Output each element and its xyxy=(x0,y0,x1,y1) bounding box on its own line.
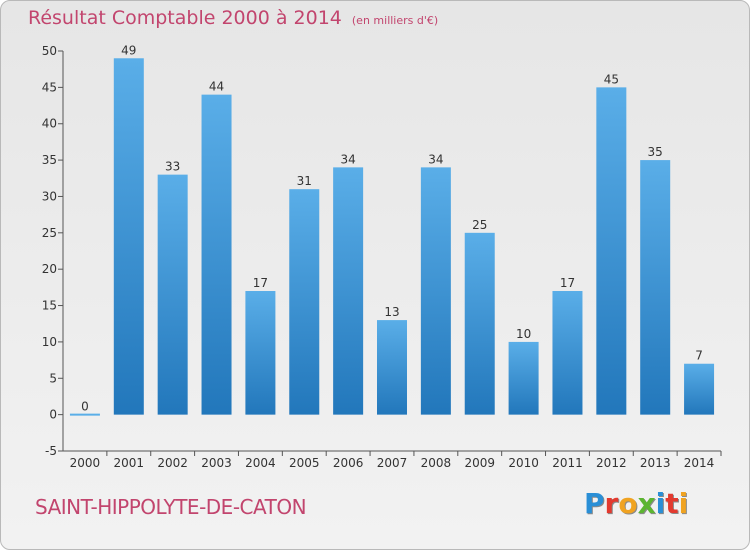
x-tick-label: 2011 xyxy=(552,456,583,470)
bar xyxy=(596,87,627,415)
y-tick-label: 35 xyxy=(42,153,57,167)
bar xyxy=(69,413,100,416)
data-label: 10 xyxy=(516,327,531,341)
chart-title-block: Résultat Comptable 2000 à 2014 (en millie… xyxy=(28,7,438,29)
x-tick-label: 2012 xyxy=(596,456,627,470)
y-tick-label: 50 xyxy=(42,44,57,58)
data-labels: 0 49 33 44 17 31 34 13 34 25 10 17 45 35 7 xyxy=(81,43,703,413)
logo-letter: i xyxy=(655,487,666,520)
bar xyxy=(113,58,144,415)
place-name: SAINT-HIPPOLYTE-DE-CATON xyxy=(35,495,307,519)
data-label: 34 xyxy=(340,152,355,166)
axes: -5 0 5 10 15 20 25 30 35 40 45 50 2000 2001 2002 2003 20… xyxy=(42,44,722,470)
data-label: 31 xyxy=(297,174,312,188)
bar xyxy=(377,320,407,415)
data-label: 33 xyxy=(165,160,180,174)
data-label: 7 xyxy=(695,349,703,363)
data-label: 25 xyxy=(472,218,487,232)
x-tick-label: 2001 xyxy=(114,456,145,470)
x-tick-label: 2003 xyxy=(201,456,232,470)
bar xyxy=(552,291,583,415)
chart-subtitle: (en milliers d'€) xyxy=(351,14,439,27)
x-tick-label: 2004 xyxy=(245,456,276,470)
y-tick-label: 20 xyxy=(42,262,57,276)
data-label: 17 xyxy=(560,276,575,290)
x-tick-label: 2005 xyxy=(289,456,320,470)
data-label: 34 xyxy=(428,152,443,166)
x-tick-label: 2006 xyxy=(333,456,364,470)
x-tick-label: 2007 xyxy=(377,456,408,470)
bar xyxy=(333,167,364,415)
bar xyxy=(640,160,671,415)
y-tick-label: 0 xyxy=(49,408,57,422)
x-tick-label: 2002 xyxy=(157,456,188,470)
proxiti-logo: Proxiti xyxy=(584,487,688,520)
data-label: 49 xyxy=(121,43,136,57)
data-label: 13 xyxy=(384,305,399,319)
y-tick-label: 5 xyxy=(49,371,57,385)
y-tick-label: 45 xyxy=(42,80,57,94)
logo-letter: x xyxy=(637,487,656,520)
bar xyxy=(508,341,539,415)
data-label: 0 xyxy=(81,400,89,414)
x-tick-label: 2000 xyxy=(70,456,101,470)
y-tick-label: 15 xyxy=(42,299,57,313)
bar xyxy=(420,167,451,415)
bar xyxy=(201,94,232,415)
y-tick-label: -5 xyxy=(45,444,57,458)
x-tick-label: 2014 xyxy=(684,456,715,470)
y-tick-label: 25 xyxy=(42,226,57,240)
bar xyxy=(684,363,715,415)
bar xyxy=(157,174,188,415)
x-tick-label: 2010 xyxy=(508,456,539,470)
data-label: 44 xyxy=(209,80,224,94)
logo-letter: r xyxy=(604,487,619,520)
logo-letter: o xyxy=(618,487,638,520)
chart-title: Résultat Comptable 2000 à 2014 xyxy=(28,7,342,29)
bars xyxy=(69,58,715,416)
x-tick-label: 2013 xyxy=(640,456,671,470)
bar xyxy=(289,189,320,415)
data-label: 35 xyxy=(648,145,663,159)
y-tick-label: 10 xyxy=(42,335,57,349)
logo-letter: i xyxy=(678,487,689,520)
bar xyxy=(464,232,495,415)
x-tick-label: 2009 xyxy=(464,456,495,470)
bar xyxy=(245,291,276,415)
y-tick-label: 30 xyxy=(42,189,57,203)
x-tick-label: 2008 xyxy=(421,456,452,470)
y-tick-label: 40 xyxy=(42,117,57,131)
logo-letter: t xyxy=(665,487,679,520)
data-label: 45 xyxy=(604,72,619,86)
data-label: 17 xyxy=(253,276,268,290)
logo-letter: P xyxy=(584,487,605,520)
